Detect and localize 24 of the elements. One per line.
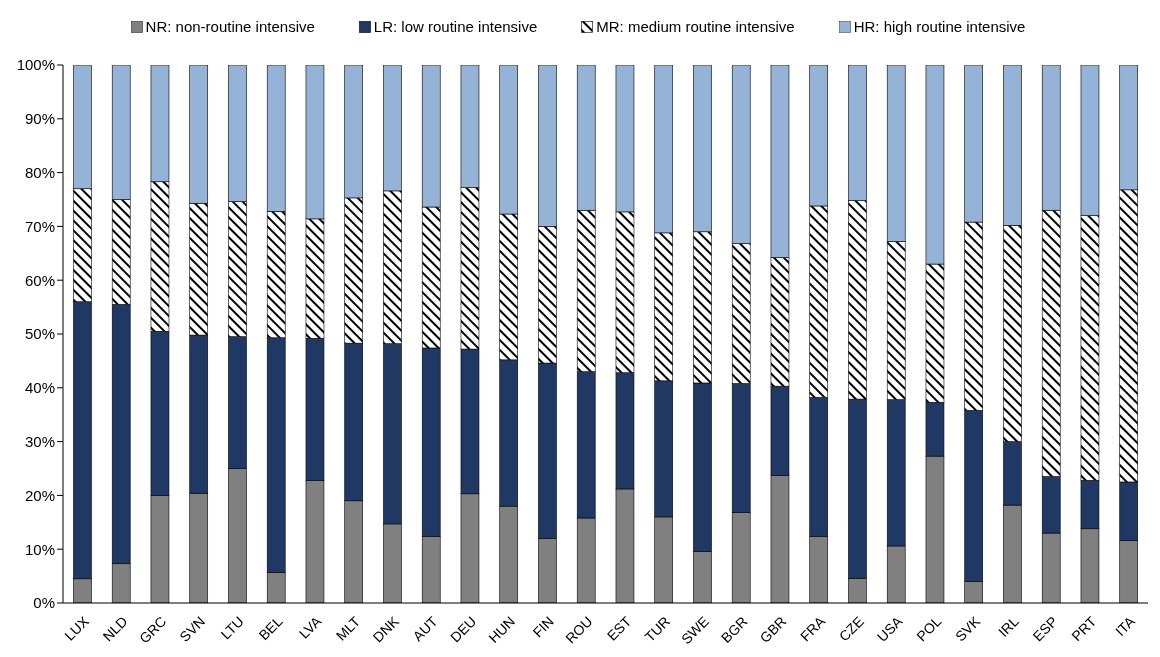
y-tick-label: 90%	[24, 110, 55, 128]
x-tick-label: TUR	[641, 613, 674, 645]
y-tick-label: 30%	[24, 432, 55, 450]
x-tick-label: POL	[913, 613, 945, 645]
legend-label: HR: high routine intensive	[853, 18, 1026, 35]
x-tick-label: LVA	[295, 612, 325, 642]
legend-label: MR: medium routine intensive	[596, 18, 795, 35]
x-tick-label: IRL	[995, 613, 1022, 640]
x-tick-label: ITA	[1112, 612, 1139, 640]
y-tick-label: 60%	[24, 271, 55, 289]
y-tick-label: 10%	[24, 540, 55, 558]
x-tick-label: FRA	[796, 612, 829, 645]
x-tick-label: BEL	[255, 613, 286, 644]
legend-label: NR: non-routine intensive	[145, 18, 315, 35]
y-tick-label: 40%	[24, 379, 55, 397]
y-tick-label: 20%	[24, 486, 55, 504]
y-tick-label: 0%	[33, 594, 55, 612]
x-tick-label: FIN	[529, 613, 557, 641]
x-tick-label: USA	[873, 612, 907, 645]
y-tick-label: 50%	[24, 325, 55, 343]
y-tick-label: 80%	[24, 163, 55, 181]
y-tick-label: 70%	[24, 217, 55, 235]
y-tick-label: 100%	[16, 56, 55, 74]
legend-label: LR: low routine intensive	[373, 18, 538, 35]
